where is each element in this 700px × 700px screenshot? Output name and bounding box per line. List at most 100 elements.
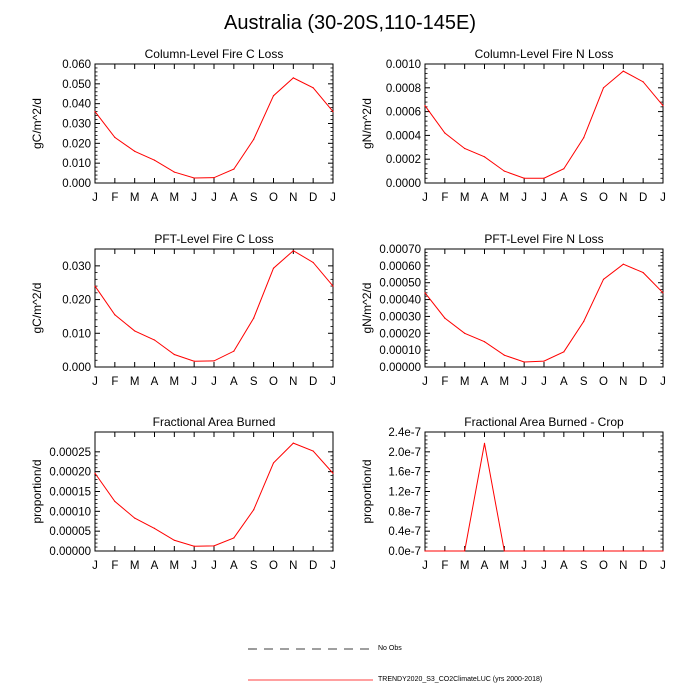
- y-tick-label: 0.0008: [386, 83, 421, 95]
- y-tick-label: 0.030: [62, 119, 91, 131]
- panel-title: Column-Level Fire N Loss: [475, 47, 614, 61]
- chart-panel-6: Fractional Area Burned - Crop proportion/…: [360, 415, 666, 572]
- data-point: [173, 539, 175, 541]
- data-point: [662, 292, 664, 294]
- data-point: [94, 285, 96, 287]
- data-point: [233, 537, 235, 539]
- x-tick-label: M: [500, 192, 510, 204]
- panel-title: Column-Level Fire C Loss: [145, 47, 284, 61]
- y-tick-label: 0.0004: [386, 130, 422, 142]
- x-tick-label: D: [309, 560, 317, 572]
- x-tick-label: D: [309, 376, 317, 388]
- data-point: [292, 442, 294, 444]
- data-point: [253, 138, 255, 140]
- x-tick-label: M: [170, 376, 180, 388]
- x-tick-label: F: [441, 376, 448, 388]
- y-tick-label: 0.0006: [386, 107, 421, 119]
- x-tick-label: J: [92, 376, 98, 388]
- data-point: [134, 150, 136, 152]
- data-point: [134, 517, 136, 519]
- x-tick-label: J: [521, 376, 527, 388]
- data-point: [94, 111, 96, 113]
- x-tick-label: S: [580, 376, 588, 388]
- data-point: [253, 509, 255, 511]
- x-tick-label: M: [500, 376, 510, 388]
- panel-title: Fractional Area Burned: [153, 415, 276, 429]
- data-point: [563, 168, 565, 170]
- data-point: [503, 354, 505, 356]
- series-line: [424, 70, 664, 179]
- x-tick-label: J: [660, 376, 666, 388]
- y-tick-label: 0.010: [62, 158, 91, 170]
- plot-frame: [94, 63, 334, 184]
- data-point: [523, 361, 525, 363]
- y-tick-label: 0.00060: [379, 261, 421, 273]
- x-tick-label: A: [481, 192, 489, 204]
- x-tick-label: O: [269, 560, 278, 572]
- x-tick-label: S: [580, 192, 588, 204]
- x-tick-label: J: [92, 560, 98, 572]
- x-tick-label: J: [330, 192, 336, 204]
- x-tick-label: J: [422, 376, 428, 388]
- series-line: [94, 442, 334, 547]
- data-point: [332, 285, 334, 287]
- x-tick-label: J: [330, 376, 336, 388]
- data-point: [642, 81, 644, 83]
- data-point: [114, 136, 116, 138]
- x-tick-label: J: [211, 560, 217, 572]
- x-tick-label: S: [580, 560, 588, 572]
- x-tick-label: J: [191, 376, 197, 388]
- x-tick-label: J: [521, 192, 527, 204]
- data-point: [543, 177, 545, 179]
- data-point: [233, 350, 235, 352]
- y-tick-label: 0.00005: [49, 526, 91, 538]
- x-tick-label: F: [441, 560, 448, 572]
- x-tick-label: A: [230, 376, 238, 388]
- y-tick-label: 0.00025: [49, 447, 91, 459]
- x-tick-label: N: [619, 192, 627, 204]
- y-tick-label: 0.00010: [379, 345, 421, 357]
- x-tick-label: J: [211, 192, 217, 204]
- y-tick-label: 0.020: [62, 295, 91, 307]
- data-point: [193, 545, 195, 547]
- y-tick-label: 0.00020: [49, 467, 91, 479]
- data-point: [153, 339, 156, 341]
- data-point: [583, 320, 585, 323]
- y-tick-label: 0.00010: [49, 506, 91, 518]
- panel-title: Fractional Area Burned - Crop: [464, 415, 624, 429]
- x-tick-label: J: [521, 560, 527, 572]
- data-point: [193, 360, 195, 362]
- x-tick-label: S: [250, 560, 258, 572]
- legend-model-label: TRENDY2020_S3_CO2ClimateLUC (yrs 2000-20…: [378, 676, 543, 683]
- x-tick-label: M: [170, 560, 180, 572]
- data-point: [662, 105, 664, 107]
- data-point: [173, 171, 175, 173]
- y-tick-label: 0.020: [62, 138, 91, 150]
- x-tick-label: N: [289, 192, 297, 204]
- y-axis-label: gN/m^2/d: [360, 283, 374, 334]
- x-tick-label: J: [211, 376, 217, 388]
- data-point: [332, 111, 334, 113]
- x-tick-label: A: [151, 560, 159, 572]
- y-tick-label: 0.00000: [49, 546, 91, 558]
- y-tick-label: 0.000: [62, 362, 91, 374]
- data-point: [642, 550, 644, 552]
- data-point: [543, 360, 545, 362]
- data-point: [173, 353, 175, 356]
- y-tick-label: 0.050: [62, 79, 91, 91]
- data-point: [444, 550, 446, 552]
- data-point: [272, 95, 275, 97]
- data-point: [292, 250, 294, 252]
- data-point: [312, 450, 314, 452]
- x-tick-label: N: [289, 376, 297, 388]
- data-point: [464, 550, 466, 552]
- x-tick-label: M: [170, 192, 180, 204]
- y-tick-label: 0.00050: [379, 278, 421, 290]
- series-line: [94, 77, 334, 179]
- data-point: [444, 132, 446, 134]
- y-tick-label: 0.040: [62, 99, 91, 111]
- x-tick-label: S: [250, 376, 258, 388]
- y-axis-label: gC/m^2/d: [30, 98, 44, 149]
- data-point: [114, 314, 116, 316]
- data-point: [253, 317, 255, 319]
